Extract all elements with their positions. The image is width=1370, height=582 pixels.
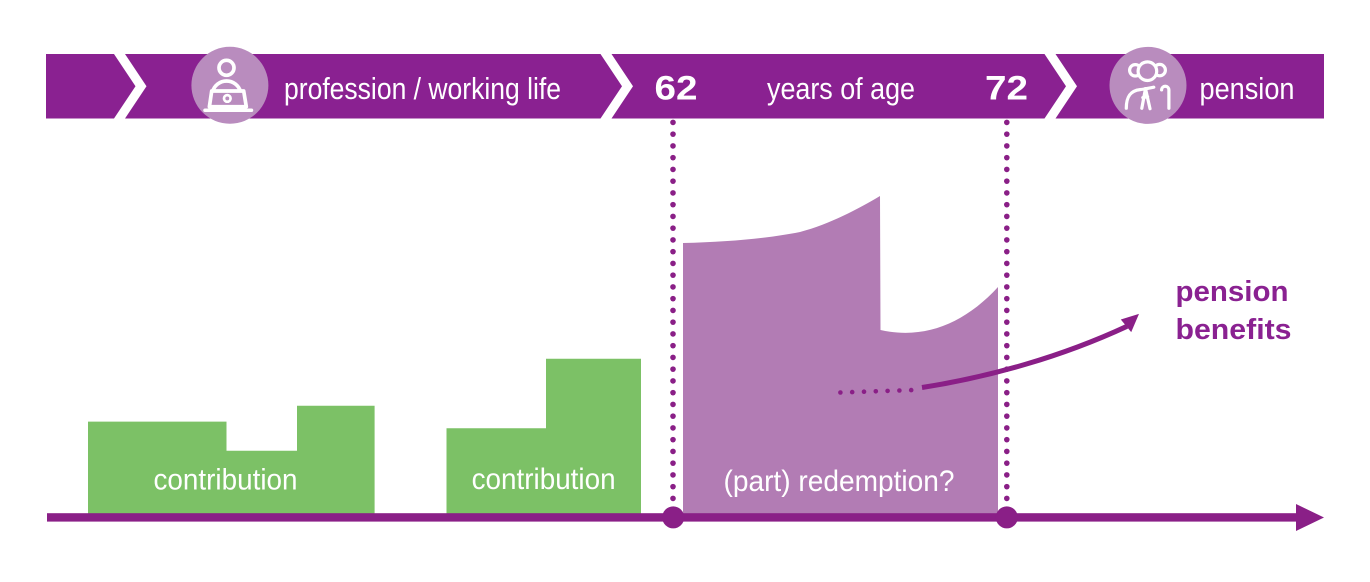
svg-text:72: 72: [985, 69, 1028, 107]
svg-text:62: 62: [655, 69, 698, 107]
svg-text:(part) redemption?: (part) redemption?: [724, 465, 955, 498]
svg-text:contribution: contribution: [154, 464, 298, 497]
svg-text:pension: pension: [1200, 72, 1295, 106]
svg-text:contribution: contribution: [472, 463, 616, 496]
svg-text:benefits: benefits: [1176, 314, 1292, 346]
svg-text:profession / working life: profession / working life: [284, 72, 561, 106]
svg-text:pension: pension: [1176, 276, 1289, 308]
svg-text:years of age: years of age: [767, 72, 915, 106]
